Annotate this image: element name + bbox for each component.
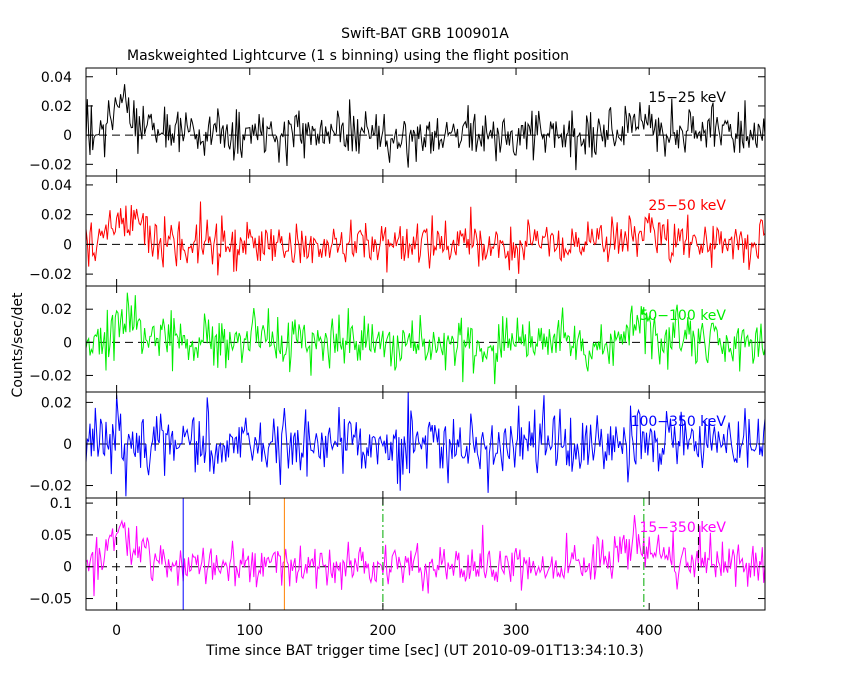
y-tick-label: 0.05	[41, 528, 72, 544]
y-tick-label: −0.05	[29, 592, 72, 608]
panel-frame	[85, 67, 766, 177]
panel-frame	[85, 497, 766, 611]
chart-title: Swift-BAT GRB 100901A	[341, 26, 509, 42]
y-tick-label: −0.02	[29, 479, 72, 495]
y-tick-label: 0	[63, 237, 72, 253]
panel-2: −0.02 0 0.02 0.04 25−50 keV	[29, 175, 766, 287]
series-line-5	[86, 515, 765, 597]
y-tick-label: 0.1	[50, 496, 72, 512]
panel-4: −0.02 0 0.02 100−350 keV	[29, 391, 766, 499]
panel-frame	[85, 285, 766, 393]
series-line-3	[86, 292, 765, 385]
y-tick-label: 0.02	[41, 302, 72, 318]
y-tick-label: 0.02	[41, 208, 72, 224]
band-label-4: 100−350 keV	[631, 414, 727, 430]
band-label-1: 15−25 keV	[648, 90, 726, 106]
band-label-5: 15−350 keV	[639, 520, 726, 536]
x-axis-label: Time since BAT trigger time [sec] (UT 20…	[205, 643, 644, 659]
band-label-2: 25−50 keV	[648, 198, 726, 214]
series-line-2	[86, 201, 765, 276]
x-tick-label: 300	[503, 623, 530, 639]
x-tick-label: 100	[236, 623, 263, 639]
x-tick-label: 200	[370, 623, 397, 639]
y-tick-label: 0.02	[41, 99, 72, 115]
y-tick-label: 0.04	[41, 178, 72, 194]
y-tick-label: −0.02	[29, 368, 72, 384]
panel-1: −0.02 0 0.02 0.04 15−25 keV	[29, 67, 766, 177]
y-tick-label: 0	[63, 560, 72, 576]
y-tick-label: −0.02	[29, 267, 72, 283]
series-line-1	[86, 84, 765, 171]
series-line-4	[86, 392, 765, 497]
panels: −0.02 0 0.02 0.04 15−25 keV −0.02 0 0.02 0.04 25−…	[29, 67, 766, 611]
band-label-3: 50−100 keV	[639, 308, 726, 324]
y-tick-label: 0	[63, 335, 72, 351]
panel-5: −0.05 0 0.05 0.1 15−350 keV	[29, 496, 766, 611]
y-tick-label: 0	[63, 437, 72, 453]
y-tick-label: 0.04	[41, 70, 72, 86]
chart-subtitle: Maskweighted Lightcurve (1 s binning) us…	[127, 48, 569, 64]
y-axis-label: Counts/sec/det	[10, 292, 26, 397]
y-tick-label: 0.02	[41, 395, 72, 411]
y-tick-label: −0.02	[29, 157, 72, 173]
y-tick-label: 0	[63, 128, 72, 144]
x-tick-label: 400	[636, 623, 663, 639]
panel-3: −0.02 0 0.02 50−100 keV	[29, 285, 766, 393]
x-tick-labels: 0 100 200 300 400	[112, 623, 662, 639]
x-tick-label: 0	[112, 623, 121, 639]
